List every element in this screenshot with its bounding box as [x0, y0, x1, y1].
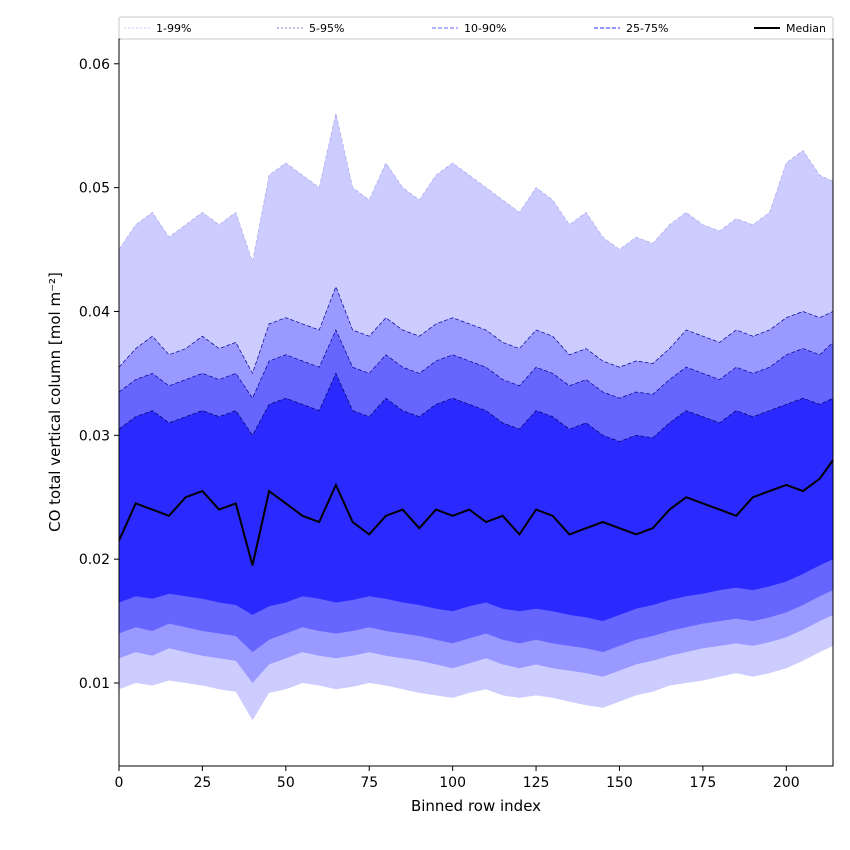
y-tick-label: 0.04: [79, 304, 110, 320]
band-5-95pct-upper-line: [119, 285, 833, 375]
y-tick-label: 0.06: [79, 57, 110, 73]
x-tick-label: 125: [523, 775, 550, 791]
x-tick-label: 75: [360, 775, 378, 791]
band-25-75pct-area: [119, 373, 833, 622]
band-10-90pct-upper-line: [119, 329, 833, 399]
x-tick-label: 0: [115, 775, 124, 791]
legend: 1-99% 5-95% 10-90% 25-75% Median: [118, 16, 834, 40]
legend-label: 25-75%: [626, 22, 668, 35]
median-line: [119, 459, 833, 566]
band-25-75pct-upper-line: [119, 372, 833, 442]
x-tick-label: 25: [193, 775, 211, 791]
x-tick-label: 150: [606, 775, 633, 791]
median-group: [119, 459, 833, 566]
legend-box: [118, 16, 834, 40]
x-axis-label: Binned row index: [411, 797, 541, 815]
y-tick-label: 0.02: [79, 552, 110, 568]
legend-label: Median: [786, 22, 826, 35]
y-axis-label: CO total vertical column [mol m⁻²]: [46, 272, 64, 532]
x-tick-label: 175: [690, 775, 717, 791]
bands-group: [119, 113, 833, 721]
legend-label: 10-90%: [464, 22, 506, 35]
x-axis-ticks: 0 25 50 75 100 125 150 175 200: [115, 766, 800, 791]
legend-label: 5-95%: [309, 22, 344, 35]
x-tick-label: 100: [439, 775, 466, 791]
x-tick-label: 50: [277, 775, 295, 791]
y-axis-ticks: 0.01 0.02 0.03 0.04 0.05 0.06: [79, 57, 119, 692]
x-tick-label: 200: [773, 775, 800, 791]
y-tick-label: 0.05: [79, 181, 110, 197]
y-tick-label: 0.01: [79, 676, 110, 692]
legend-label: 1-99%: [156, 22, 191, 35]
y-tick-label: 0.03: [79, 428, 110, 444]
